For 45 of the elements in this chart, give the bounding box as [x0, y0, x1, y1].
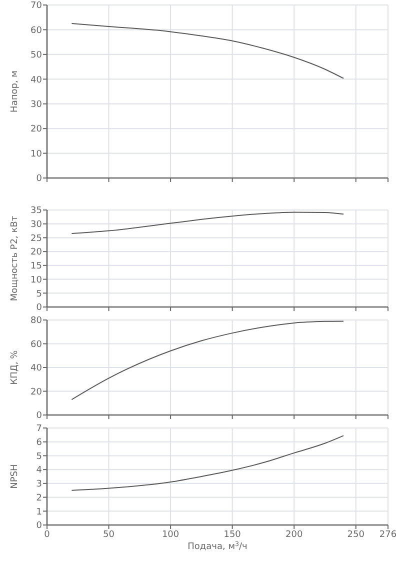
- y-tick-label: 80: [30, 316, 42, 326]
- y-tick-label: 0: [36, 303, 42, 314]
- y-tick-label: 30: [30, 100, 42, 110]
- y-tick-label: 2: [36, 493, 42, 504]
- x-tick-label: 0: [44, 530, 50, 540]
- y-tick-label: 20: [30, 124, 42, 135]
- y-tick-label: 4: [36, 466, 42, 476]
- x-axis-title: Подача, м$^{3}$/ч: [188, 540, 248, 552]
- y-tick-label: 20: [30, 248, 42, 258]
- x-tick-label: 276: [379, 530, 397, 540]
- y-tick-label: 6: [36, 438, 42, 448]
- y-tick-label: 30: [30, 220, 42, 230]
- x-tick-label: 150: [224, 530, 242, 540]
- y-tick-label: 1: [36, 507, 42, 518]
- y-tick-label: 35: [30, 206, 42, 216]
- y-tick-label: 15: [30, 262, 42, 272]
- y-tick-label: 25: [30, 234, 42, 244]
- y-tick-label: 10: [30, 275, 42, 286]
- y-tick-label: 7: [36, 424, 42, 434]
- y-tick-label: 60: [30, 340, 42, 350]
- y-tick-label: 3: [36, 480, 42, 490]
- line-series: [71, 435, 344, 491]
- y-tick-label: 40: [30, 75, 42, 86]
- x-tick-label: 200: [286, 530, 303, 540]
- y-tick-label: 5: [36, 289, 42, 300]
- y-tick-label: 20: [30, 387, 42, 398]
- y-tick-label: 10: [30, 149, 42, 160]
- y-tick-label: 0: [36, 411, 42, 422]
- line-series: [71, 320, 344, 400]
- y-axis-title: Напор, м: [10, 70, 20, 112]
- y-tick-label: 60: [30, 26, 42, 36]
- y-tick-label: 40: [30, 364, 42, 374]
- line-series: [71, 23, 344, 79]
- y-tick-label: 0: [36, 174, 42, 184]
- x-tick-label: 50: [103, 530, 115, 540]
- y-axis-title: NPSH: [10, 464, 20, 489]
- y-tick-label: 5: [36, 452, 42, 462]
- x-tick-label: 250: [347, 530, 365, 540]
- y-tick-label: 70: [30, 1, 42, 12]
- y-axis-title: КПД, %: [10, 350, 20, 385]
- y-tick-label: 0: [36, 521, 42, 532]
- y-tick-label: 50: [30, 50, 42, 61]
- line-series: [71, 212, 344, 234]
- x-tick-label: 100: [162, 530, 180, 540]
- y-axis-title: Мощность P2, кВт: [10, 216, 20, 302]
